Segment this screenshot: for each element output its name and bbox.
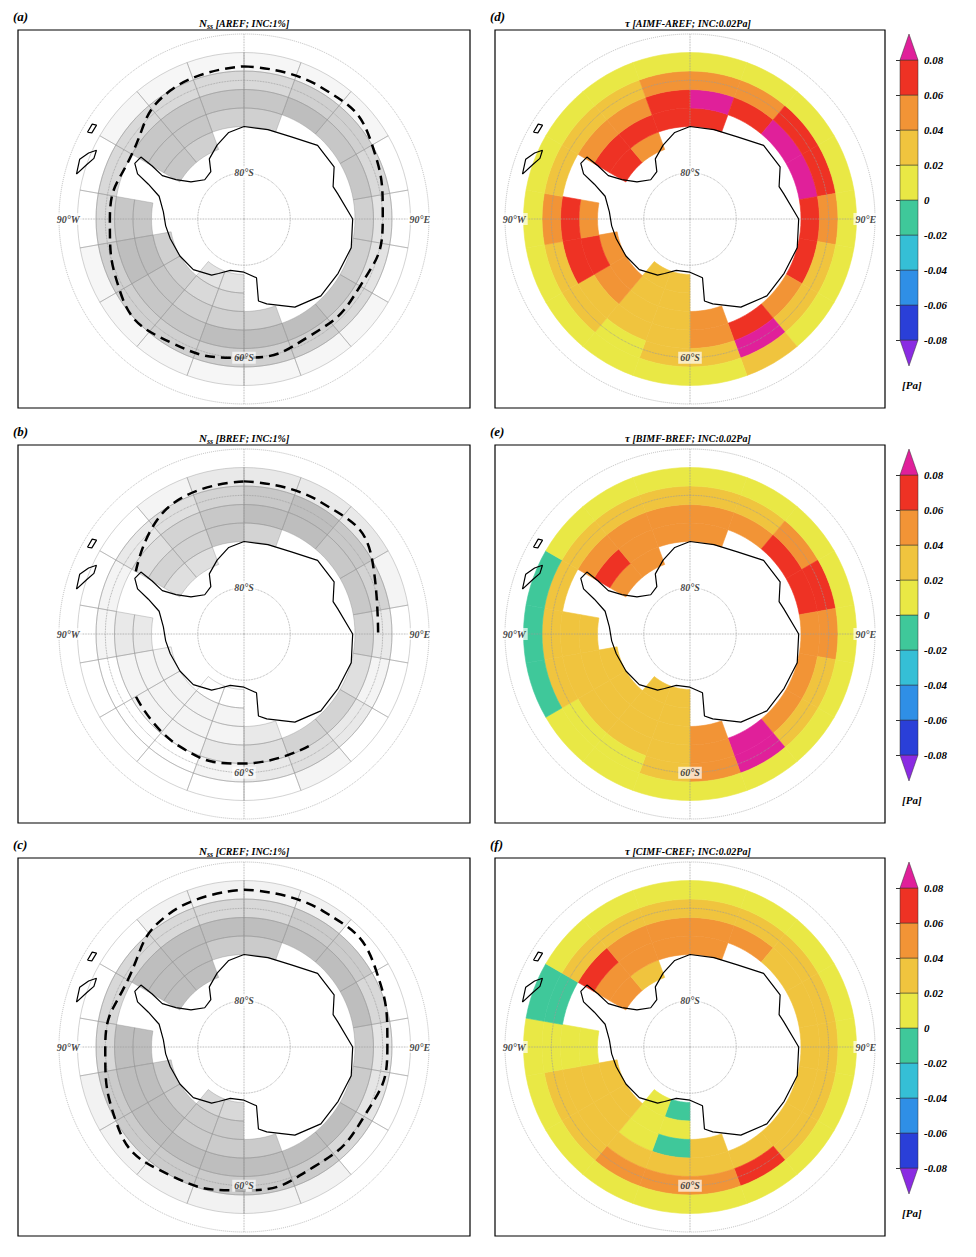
svg-text:0.02: 0.02 (924, 159, 944, 171)
svg-text:-0.04: -0.04 (924, 264, 947, 276)
svg-text:[Pa]: [Pa] (902, 1207, 922, 1219)
svg-text:[CIMF-CREF; INC:0.02Pa]: [CIMF-CREF; INC:0.02Pa] (630, 846, 752, 857)
svg-text:90°W: 90°W (57, 214, 81, 225)
svg-text:τ: τ (625, 17, 630, 29)
svg-text:(b): (b) (13, 424, 28, 439)
svg-text:[CREF; INC:1%]: [CREF; INC:1%] (213, 846, 290, 857)
svg-text:-0.02: -0.02 (924, 1057, 947, 1069)
svg-text:ss: ss (206, 850, 213, 859)
svg-text:60°S: 60°S (234, 352, 254, 363)
svg-text:90°W: 90°W (57, 629, 81, 640)
svg-text:0.02: 0.02 (924, 574, 944, 586)
svg-text:N: N (199, 17, 207, 29)
svg-text:0.06: 0.06 (924, 89, 944, 101)
svg-text:0: 0 (924, 1022, 930, 1034)
svg-text:80°S: 80°S (234, 167, 254, 178)
svg-text:80°S: 80°S (234, 995, 254, 1006)
svg-text:[BREF; INC:1%]: [BREF; INC:1%] (213, 433, 290, 444)
svg-text:90°E: 90°E (409, 629, 430, 640)
svg-text:N: N (199, 845, 207, 857)
svg-text:80°S: 80°S (680, 167, 700, 178)
svg-text:0: 0 (924, 609, 930, 621)
svg-text:-0.08: -0.08 (924, 334, 947, 346)
svg-text:80°S: 80°S (680, 582, 700, 593)
svg-text:90°W: 90°W (57, 1042, 81, 1053)
svg-text:(d): (d) (490, 9, 505, 24)
svg-text:-0.02: -0.02 (924, 229, 947, 241)
svg-text:60°S: 60°S (680, 352, 700, 363)
svg-text:80°S: 80°S (234, 582, 254, 593)
svg-text:ss: ss (206, 22, 213, 31)
svg-text:90°E: 90°E (855, 1042, 876, 1053)
svg-text:90°W: 90°W (503, 214, 527, 225)
svg-text:60°S: 60°S (234, 1180, 254, 1191)
svg-text:0.06: 0.06 (924, 917, 944, 929)
svg-text:(c): (c) (13, 837, 27, 852)
svg-text:0.08: 0.08 (924, 882, 944, 894)
svg-text:[Pa]: [Pa] (902, 379, 922, 391)
svg-text:90°E: 90°E (855, 629, 876, 640)
svg-text:90°W: 90°W (503, 1042, 527, 1053)
svg-text:(f): (f) (490, 837, 503, 852)
svg-text:90°E: 90°E (409, 1042, 430, 1053)
svg-text:0.04: 0.04 (924, 539, 944, 551)
svg-text:90°W: 90°W (503, 629, 527, 640)
svg-text:(e): (e) (490, 424, 504, 439)
svg-text:0.04: 0.04 (924, 952, 944, 964)
svg-text:[BIMF-BREF; INC:0.02Pa]: [BIMF-BREF; INC:0.02Pa] (630, 433, 752, 444)
svg-text:-0.04: -0.04 (924, 679, 947, 691)
svg-text:[Pa]: [Pa] (902, 794, 922, 806)
svg-text:τ: τ (625, 432, 630, 444)
svg-text:60°S: 60°S (680, 767, 700, 778)
svg-text:90°E: 90°E (409, 214, 430, 225)
svg-text:(a): (a) (13, 9, 28, 24)
svg-text:τ: τ (625, 845, 630, 857)
svg-text:-0.06: -0.06 (924, 299, 947, 311)
svg-text:-0.08: -0.08 (924, 1162, 947, 1174)
svg-text:0.04: 0.04 (924, 124, 944, 136)
svg-text:[AIMF-AREF; INC:0.02Pa]: [AIMF-AREF; INC:0.02Pa] (630, 18, 752, 29)
svg-text:-0.02: -0.02 (924, 644, 947, 656)
svg-text:0.08: 0.08 (924, 469, 944, 481)
svg-text:ss: ss (206, 437, 213, 446)
svg-text:-0.08: -0.08 (924, 749, 947, 761)
svg-text:0.08: 0.08 (924, 54, 944, 66)
svg-text:-0.04: -0.04 (924, 1092, 947, 1104)
svg-text:60°S: 60°S (234, 767, 254, 778)
svg-text:60°S: 60°S (680, 1180, 700, 1191)
svg-text:90°E: 90°E (855, 214, 876, 225)
svg-text:-0.06: -0.06 (924, 714, 947, 726)
svg-text:-0.06: -0.06 (924, 1127, 947, 1139)
svg-text:0: 0 (924, 194, 930, 206)
svg-text:80°S: 80°S (680, 995, 700, 1006)
svg-text:[AREF; INC:1%]: [AREF; INC:1%] (213, 18, 290, 29)
svg-text:0.06: 0.06 (924, 504, 944, 516)
svg-text:0.02: 0.02 (924, 987, 944, 999)
svg-text:N: N (199, 432, 207, 444)
